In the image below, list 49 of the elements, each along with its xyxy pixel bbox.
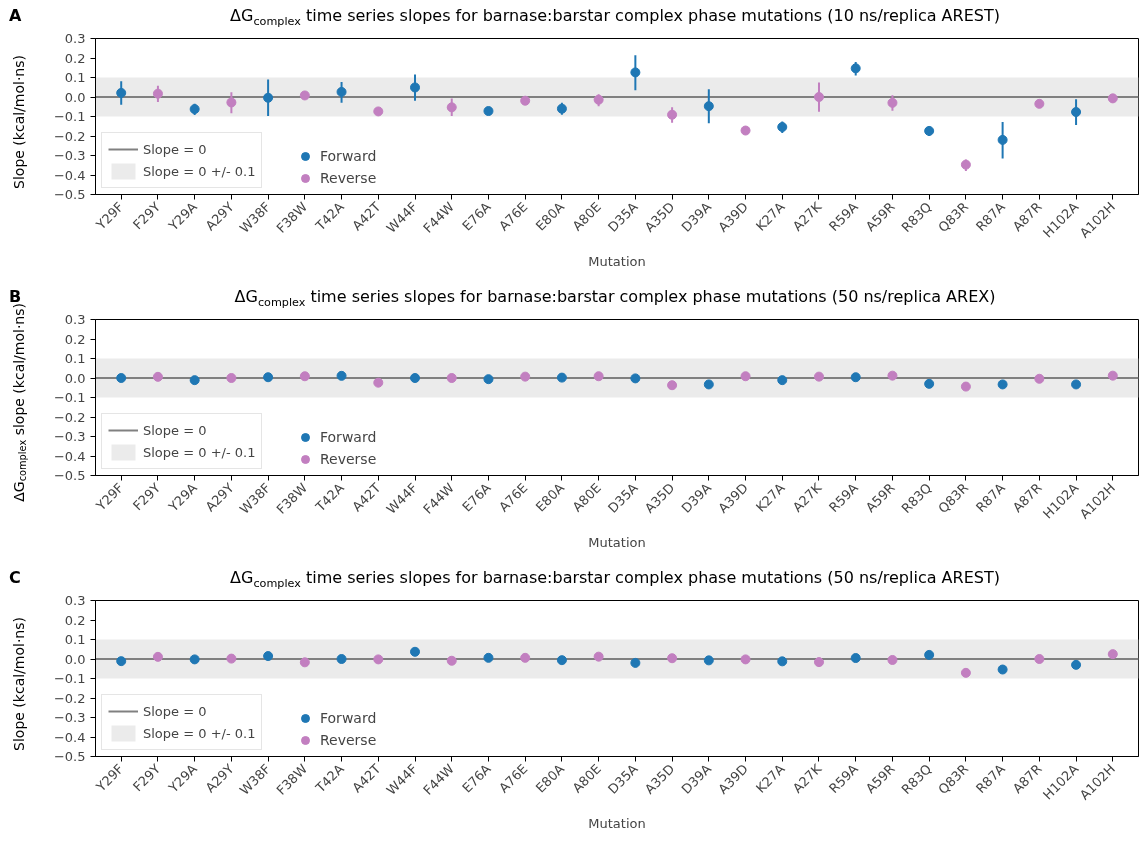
- legend-label: Reverse: [320, 170, 377, 186]
- legend-label: Slope = 0 +/- 0.1: [143, 444, 256, 460]
- y-tick-label: −0.3: [53, 148, 86, 163]
- legend-label: Reverse: [320, 732, 377, 748]
- y-tick-label: 0.3: [64, 593, 86, 608]
- chart-title: ΔG$_{complex}$ time series slopes for barnase:barstar complex phase mutations (50 ns/replica AREX): [233, 286, 997, 312]
- y-tick-label: −0.1: [53, 390, 86, 405]
- y-tick-label: −0.3: [53, 429, 86, 444]
- y-tick-label: 0.2: [64, 331, 86, 347]
- y-tick-label: −0.4: [53, 167, 86, 183]
- y-tick-label: 0.2: [64, 50, 86, 66]
- y-tick-label: −0.4: [53, 729, 86, 745]
- y-tick-label: −0.5: [53, 187, 86, 202]
- y-tick-label: 0.0: [64, 89, 86, 105]
- y-tick-label: 0.3: [64, 31, 86, 46]
- y-tick-label: 0.2: [64, 612, 86, 628]
- legend-label: Reverse: [320, 451, 377, 467]
- legend-label: Forward: [320, 148, 377, 164]
- y-tick-label: −0.1: [53, 671, 86, 686]
- y-tick-label: 0.0: [64, 651, 86, 667]
- x-axis-title: Mutation: [588, 253, 646, 269]
- legend-label: Forward: [320, 429, 377, 445]
- text: C: [8, 567, 22, 589]
- legend-label: Slope = 0 +/- 0.1: [143, 725, 256, 741]
- y-tick-label: 0.3: [64, 312, 86, 327]
- legend-label: Slope = 0: [143, 422, 207, 438]
- legend-label: Forward: [320, 710, 377, 726]
- y-tick-label: −0.2: [53, 409, 86, 425]
- y-tick-label: −0.5: [53, 749, 86, 764]
- x-axis-title: Mutation: [588, 534, 646, 550]
- chart-title: ΔG$_{complex}$ time series slopes for barnase:barstar complex phase mutations (50 ns/replica AREST): [229, 567, 1001, 593]
- y-tick-label: −0.3: [53, 710, 86, 725]
- x-axis-title: Mutation: [588, 815, 646, 831]
- y-tick-label: 0.0: [64, 370, 86, 386]
- y-tick-label: 0.1: [64, 351, 86, 366]
- y-axis-title: Slope (kcal/mol·ns): [10, 54, 28, 189]
- y-tick-label: −0.1: [53, 109, 86, 124]
- chart-title: ΔG$_{complex}$ time series slopes for barnase:barstar complex phase mutations (10 ns/replica AREST): [229, 5, 1001, 31]
- y-tick-label: 0.1: [64, 632, 86, 647]
- y-tick-label: −0.2: [53, 690, 86, 706]
- y-tick-label: −0.4: [53, 448, 86, 464]
- y-tick-label: −0.5: [53, 468, 86, 483]
- y-tick-label: −0.2: [53, 128, 86, 144]
- text: A: [8, 5, 23, 27]
- legend-label: Slope = 0 +/- 0.1: [143, 163, 256, 179]
- legend-label: Slope = 0: [143, 141, 207, 157]
- legend-label: Slope = 0: [143, 703, 207, 719]
- y-axis-title: Slope (kcal/mol·ns): [10, 616, 28, 751]
- y-tick-label: 0.1: [64, 70, 86, 85]
